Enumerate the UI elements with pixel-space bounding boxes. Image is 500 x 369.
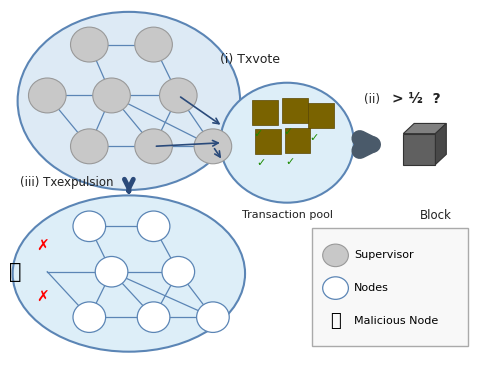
Polygon shape <box>404 124 446 134</box>
Ellipse shape <box>322 277 348 299</box>
Ellipse shape <box>135 129 172 164</box>
Ellipse shape <box>93 78 130 113</box>
FancyBboxPatch shape <box>404 134 436 165</box>
Ellipse shape <box>322 244 348 267</box>
Ellipse shape <box>138 211 170 242</box>
Text: (ii): (ii) <box>364 93 380 106</box>
Text: Malicious Node: Malicious Node <box>354 316 438 326</box>
Text: (i) Txvote: (i) Txvote <box>220 53 280 66</box>
Ellipse shape <box>135 27 172 62</box>
FancyBboxPatch shape <box>255 129 280 154</box>
Ellipse shape <box>18 12 240 190</box>
FancyBboxPatch shape <box>252 100 278 124</box>
FancyBboxPatch shape <box>284 128 310 152</box>
Ellipse shape <box>70 129 108 164</box>
Ellipse shape <box>220 83 354 203</box>
Text: Transaction pool: Transaction pool <box>242 210 332 220</box>
Text: 👹: 👹 <box>330 312 341 330</box>
Text: ✓: ✓ <box>256 158 266 168</box>
Text: Supervisor: Supervisor <box>354 251 414 261</box>
Ellipse shape <box>73 211 106 242</box>
Text: ✗: ✗ <box>36 239 48 254</box>
Text: ✓: ✓ <box>254 129 263 139</box>
Ellipse shape <box>162 256 194 287</box>
Polygon shape <box>436 124 446 165</box>
Ellipse shape <box>196 302 229 332</box>
Ellipse shape <box>95 256 128 287</box>
Text: > ½  ?: > ½ ? <box>392 92 441 106</box>
Text: ✗: ✗ <box>36 290 48 305</box>
Text: ✓: ✓ <box>310 132 318 142</box>
Ellipse shape <box>194 129 232 164</box>
Text: ✓: ✓ <box>286 157 295 167</box>
Ellipse shape <box>138 302 170 332</box>
Ellipse shape <box>70 27 108 62</box>
Text: (iii) Txexpulsion: (iii) Txexpulsion <box>20 176 114 189</box>
Text: Nodes: Nodes <box>354 283 388 293</box>
FancyBboxPatch shape <box>282 98 308 123</box>
FancyBboxPatch shape <box>312 228 468 346</box>
Ellipse shape <box>160 78 197 113</box>
Ellipse shape <box>73 302 106 332</box>
FancyBboxPatch shape <box>308 103 334 128</box>
Text: ✓: ✓ <box>283 127 292 137</box>
Text: 👹: 👹 <box>9 262 22 282</box>
Ellipse shape <box>12 196 245 352</box>
Text: Block: Block <box>420 209 452 222</box>
Ellipse shape <box>28 78 66 113</box>
